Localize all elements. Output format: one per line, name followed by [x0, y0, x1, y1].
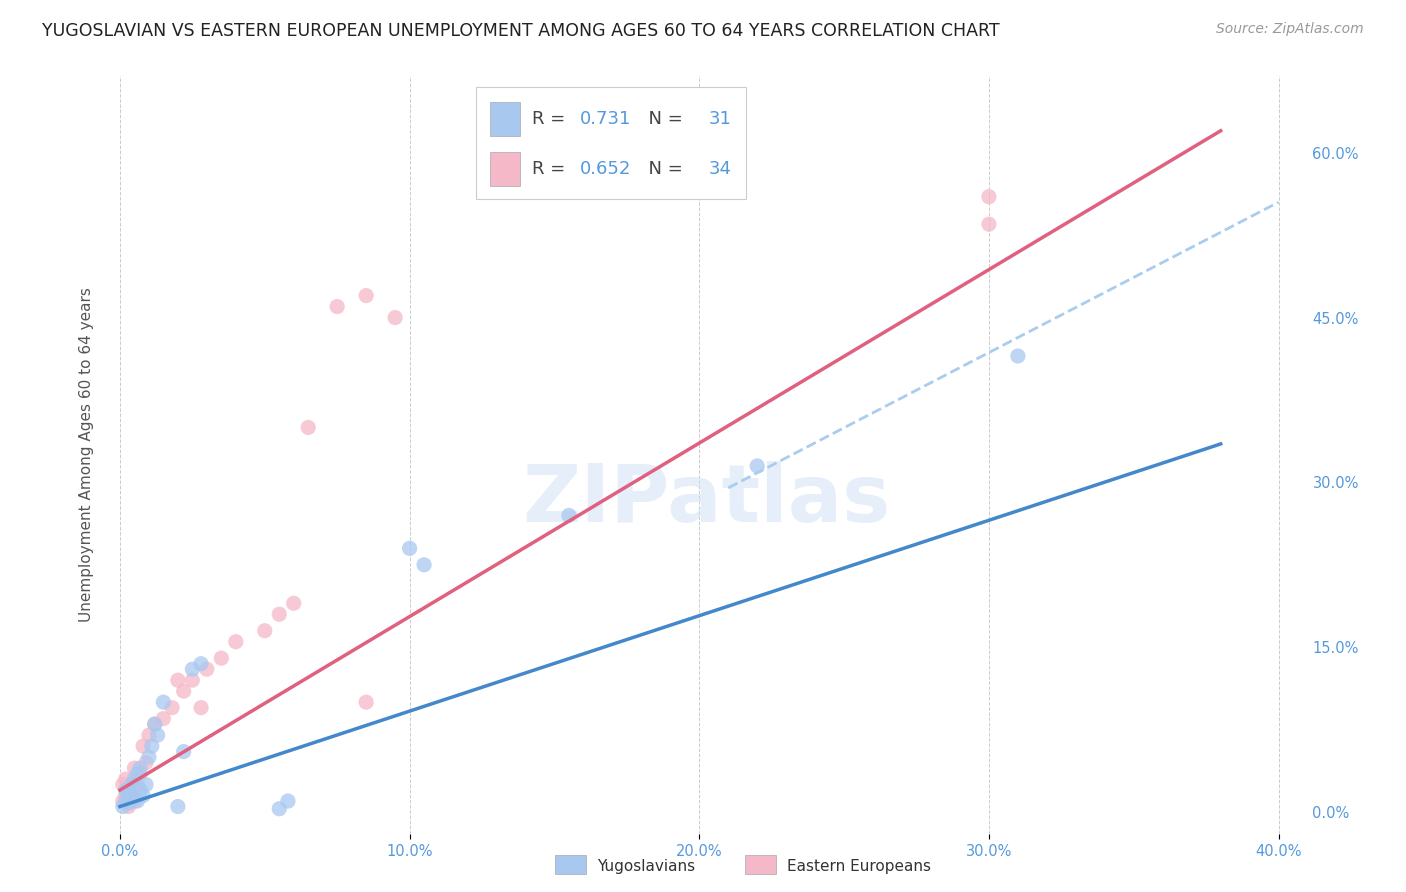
Point	[111, 799, 134, 814]
Point	[111, 778, 134, 792]
Bar	[491, 102, 520, 136]
Point	[141, 739, 163, 753]
Point	[152, 695, 174, 709]
Point	[181, 662, 204, 676]
Point	[277, 794, 299, 808]
Point	[225, 634, 247, 648]
Text: Yugoslavians: Yugoslavians	[598, 859, 696, 873]
Point	[143, 717, 166, 731]
Point	[138, 750, 160, 764]
Point	[143, 717, 166, 731]
Point	[167, 799, 190, 814]
Text: R =: R =	[533, 110, 571, 128]
Text: 34: 34	[709, 160, 733, 178]
Point	[146, 728, 169, 742]
Text: ZIPatlas: ZIPatlas	[523, 461, 890, 540]
Point	[127, 794, 149, 808]
Point	[181, 673, 204, 688]
Point	[135, 756, 157, 770]
Point	[121, 789, 143, 803]
Point	[977, 217, 1000, 231]
Text: Eastern Europeans: Eastern Europeans	[787, 859, 931, 873]
Point	[135, 778, 157, 792]
Point	[269, 607, 291, 622]
Text: YUGOSLAVIAN VS EASTERN EUROPEAN UNEMPLOYMENT AMONG AGES 60 TO 64 YEARS CORRELATI: YUGOSLAVIAN VS EASTERN EUROPEAN UNEMPLOY…	[42, 22, 1000, 40]
Point	[190, 700, 212, 714]
Point	[413, 558, 436, 572]
Bar	[491, 152, 520, 186]
Point	[124, 794, 146, 808]
Text: 0.731: 0.731	[581, 110, 631, 128]
Point	[558, 508, 581, 523]
Text: 0.652: 0.652	[581, 160, 631, 178]
Point	[1007, 349, 1029, 363]
Point	[121, 778, 143, 792]
Point	[121, 789, 143, 803]
Point	[127, 778, 149, 792]
Point	[283, 596, 305, 610]
Point	[111, 794, 134, 808]
Point	[117, 785, 139, 799]
Text: Source: ZipAtlas.com: Source: ZipAtlas.com	[1216, 22, 1364, 37]
Point	[114, 789, 136, 803]
Point	[124, 761, 146, 775]
Point	[129, 761, 152, 775]
Point	[173, 684, 195, 698]
Point	[160, 700, 183, 714]
Point	[326, 300, 349, 314]
Point	[132, 789, 155, 803]
Point	[114, 783, 136, 797]
Point	[127, 766, 149, 780]
Text: N =: N =	[637, 160, 689, 178]
Point	[129, 783, 152, 797]
Point	[167, 673, 190, 688]
Point	[209, 651, 232, 665]
FancyBboxPatch shape	[475, 87, 747, 200]
Y-axis label: Unemployment Among Ages 60 to 64 years: Unemployment Among Ages 60 to 64 years	[79, 287, 94, 623]
Point	[253, 624, 276, 638]
Point	[132, 739, 155, 753]
Point	[114, 794, 136, 808]
Point	[117, 783, 139, 797]
Point	[124, 792, 146, 806]
Point	[977, 190, 1000, 204]
Point	[152, 712, 174, 726]
Point	[354, 695, 377, 709]
Point	[398, 541, 420, 556]
Point	[190, 657, 212, 671]
Text: R =: R =	[533, 160, 571, 178]
Point	[269, 802, 291, 816]
Text: 31: 31	[709, 110, 731, 128]
Point	[117, 797, 139, 811]
Point	[129, 766, 152, 780]
Point	[195, 662, 218, 676]
Point	[173, 745, 195, 759]
Point	[138, 728, 160, 742]
Point	[354, 288, 377, 302]
Text: N =: N =	[637, 110, 689, 128]
Point	[117, 799, 139, 814]
Point	[384, 310, 406, 325]
Point	[747, 458, 769, 473]
Point	[114, 772, 136, 786]
Point	[124, 772, 146, 786]
Point	[297, 420, 319, 434]
